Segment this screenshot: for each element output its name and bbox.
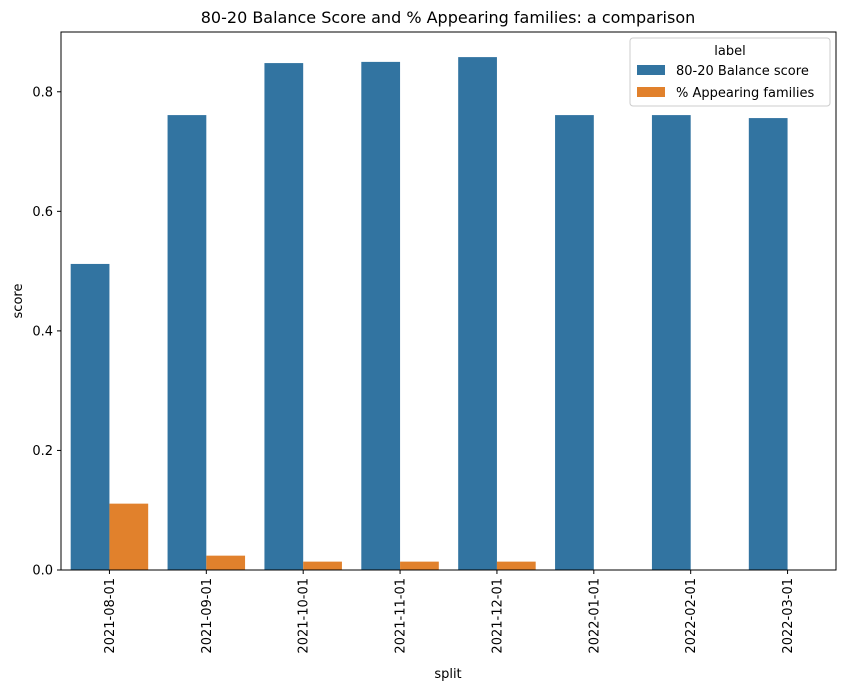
y-axis-label: score [11, 284, 26, 319]
chart-title: 80-20 Balance Score and % Appearing fami… [201, 8, 696, 27]
y-axis: 0.0 0.2 0.4 0.6 0.8 [32, 85, 61, 579]
bar-appearing-2021-11-01 [400, 561, 439, 570]
y-tick-label: 0.8 [32, 85, 53, 100]
bar-appearing-2021-08-01 [109, 503, 149, 570]
x-axis-label: split [434, 667, 461, 682]
x-tick-label: 2022-02-01 [684, 578, 699, 654]
x-tick-label: 2022-01-01 [587, 578, 602, 654]
legend-box [629, 37, 831, 107]
x-tick-label: 2021-10-01 [297, 578, 312, 654]
bar-balance-2021-12-01 [458, 57, 497, 570]
x-tick-label: 2021-09-01 [200, 578, 215, 654]
bar-balance-2021-10-01 [264, 63, 304, 571]
x-tick-label: 2021-11-01 [394, 578, 409, 654]
bar-appearing-2021-09-01 [206, 555, 246, 570]
legend-label-appearing: % Appearing families [676, 86, 814, 101]
legend-label-balance: 80-20 Balance score [676, 64, 809, 79]
y-tick-label: 0.4 [32, 324, 53, 339]
legend-swatch-appearing [637, 87, 665, 97]
y-tick-label: 0.0 [32, 564, 53, 579]
legend-title: label [714, 44, 745, 59]
bar-appearing-2021-12-01 [496, 561, 536, 570]
x-tick-label: 2022-03-01 [781, 578, 796, 654]
bar-balance-2022-02-01 [651, 115, 691, 570]
bar-balance-2022-03-01 [748, 118, 788, 570]
x-tick-label: 2021-08-01 [103, 578, 118, 654]
bars-layer [70, 57, 788, 571]
legend-swatch-balance [637, 65, 665, 75]
bar-appearing-2021-10-01 [303, 561, 342, 570]
y-tick-label: 0.2 [32, 444, 53, 459]
y-tick-label: 0.6 [32, 205, 53, 220]
bar-balance-2021-11-01 [361, 61, 401, 571]
bar-balance-2022-01-01 [555, 115, 594, 570]
bar-balance-2021-08-01 [70, 263, 110, 570]
x-tick-label: 2021-12-01 [490, 578, 505, 654]
x-axis: 2021-08-01 2021-09-01 2021-10-01 2021-11-01… [103, 570, 796, 654]
plot-frame [60, 31, 837, 571]
bar-balance-2021-09-01 [167, 115, 207, 570]
legend: label 80-20 Balance score % Appearing fa… [629, 37, 831, 107]
